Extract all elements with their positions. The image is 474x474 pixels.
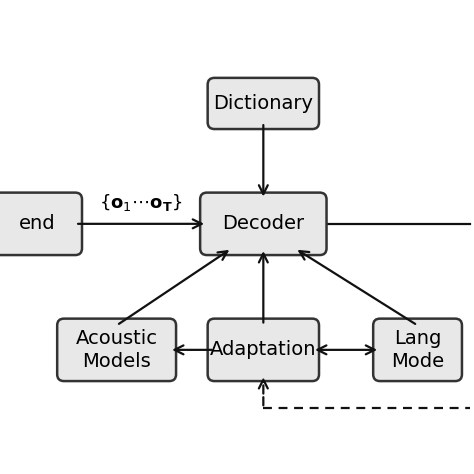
Text: Lang
Mode: Lang Mode <box>391 328 444 371</box>
FancyBboxPatch shape <box>373 319 462 381</box>
Text: Dictionary: Dictionary <box>213 94 313 113</box>
FancyBboxPatch shape <box>208 319 319 381</box>
Text: $\{\mathbf{o}_1\cdots \mathbf{o}_\mathbf{T}\}$: $\{\mathbf{o}_1\cdots \mathbf{o}_\mathbf… <box>100 192 182 213</box>
FancyBboxPatch shape <box>57 319 176 381</box>
Text: Acoustic
Models: Acoustic Models <box>76 328 158 371</box>
FancyBboxPatch shape <box>208 78 319 129</box>
FancyBboxPatch shape <box>200 192 327 255</box>
Text: Decoder: Decoder <box>222 214 304 233</box>
FancyBboxPatch shape <box>0 192 82 255</box>
Text: end: end <box>19 214 56 233</box>
Text: Adaptation: Adaptation <box>210 340 317 359</box>
